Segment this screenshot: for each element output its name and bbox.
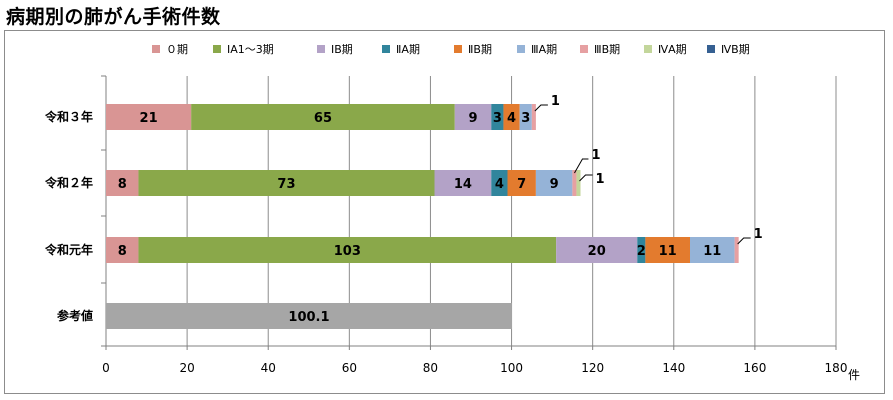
- bar-segment: [191, 104, 455, 130]
- bar-segment: [106, 104, 192, 130]
- bar-segment: [645, 237, 690, 263]
- data-label: 8: [118, 177, 127, 192]
- bar-segment: [556, 237, 638, 263]
- legend-entry: ⅢA期: [531, 43, 557, 56]
- x-tick-label: 0: [102, 361, 110, 375]
- bar-segment: [519, 104, 532, 130]
- x-tick-label: 60: [342, 361, 357, 375]
- x-tick-label: 80: [423, 361, 438, 375]
- data-label: 20: [588, 244, 606, 259]
- data-label: 14: [454, 177, 472, 192]
- x-tick-label: 140: [662, 361, 685, 375]
- chart-frame: [4, 30, 885, 394]
- data-label: 103: [334, 244, 361, 259]
- legend-entry: ⅡB期: [468, 43, 492, 56]
- legend-entry: ⅣA期: [658, 43, 687, 56]
- legend-swatch: [454, 45, 462, 53]
- legend-swatch: [213, 45, 221, 53]
- x-axis-unit: 件: [848, 368, 860, 382]
- legend-entry: ⅣB期: [721, 43, 750, 56]
- legend-swatch: [580, 45, 588, 53]
- category-label: 令和２年: [44, 175, 93, 190]
- x-tick-label: 40: [261, 361, 276, 375]
- callout-line: [574, 158, 589, 174]
- page-title: 病期別の肺がん手術件数: [6, 6, 221, 28]
- data-label: 1: [596, 172, 605, 187]
- bar-segment: [106, 237, 139, 263]
- data-label: 65: [314, 111, 332, 126]
- legend-entry: ⅢB期: [594, 43, 620, 56]
- x-tick-label: 120: [581, 361, 604, 375]
- legend-swatch: [152, 45, 160, 53]
- bar-segment: [491, 170, 508, 196]
- data-label: 7: [517, 177, 526, 192]
- legend-entry: ⅠA1～3期: [227, 43, 274, 56]
- bar-segment: [576, 170, 581, 196]
- bar-segment: [690, 237, 735, 263]
- reference-bar: [106, 303, 512, 329]
- data-label: 8: [118, 244, 127, 259]
- bar-segment: [503, 104, 520, 130]
- bar-segment: [535, 170, 573, 196]
- data-label: 9: [550, 177, 559, 192]
- bar-segment: [637, 237, 646, 263]
- data-label: 3: [493, 111, 502, 126]
- bar-segment: [507, 170, 536, 196]
- legend-swatch: [382, 45, 390, 53]
- data-label: 100.1: [288, 310, 329, 325]
- callout-line: [737, 237, 751, 245]
- bar-segment: [491, 104, 504, 130]
- x-tick-label: 160: [743, 361, 766, 375]
- data-label: 11: [659, 244, 677, 259]
- data-label: 73: [277, 177, 295, 192]
- callout-line: [579, 174, 593, 182]
- legend-entry: ０期: [166, 43, 188, 56]
- bar-segment: [734, 237, 739, 263]
- category-label: 令和３年: [44, 109, 93, 124]
- data-label: 4: [507, 111, 516, 126]
- bar-segment: [138, 237, 557, 263]
- legend-swatch: [517, 45, 525, 53]
- data-label: 4: [495, 177, 504, 192]
- data-label: 2: [637, 244, 646, 259]
- legend-swatch: [707, 45, 715, 53]
- category-label: 参考値: [57, 308, 93, 323]
- bar-segment: [531, 104, 536, 130]
- data-label: 21: [140, 111, 158, 126]
- callout-line: [534, 104, 548, 112]
- legend-swatch: [317, 45, 325, 53]
- legend-swatch: [644, 45, 652, 53]
- data-label: 1: [551, 94, 560, 109]
- legend-entry: ⅡA期: [396, 43, 420, 56]
- bar-segment: [434, 170, 492, 196]
- category-label: 令和元年: [44, 242, 93, 257]
- bar-segment: [454, 104, 492, 130]
- x-tick-label: 180: [825, 361, 848, 375]
- bar-segment: [572, 170, 577, 196]
- data-label: 11: [703, 244, 721, 259]
- data-label: 1: [591, 148, 600, 163]
- x-tick-label: 100: [500, 361, 523, 375]
- bar-segment: [138, 170, 435, 196]
- bar-segment: [106, 170, 139, 196]
- data-label: 9: [469, 111, 478, 126]
- data-label: 3: [521, 111, 530, 126]
- legend-entry: ⅠB期: [331, 43, 353, 56]
- data-label: 1: [754, 227, 763, 242]
- x-tick-label: 20: [179, 361, 194, 375]
